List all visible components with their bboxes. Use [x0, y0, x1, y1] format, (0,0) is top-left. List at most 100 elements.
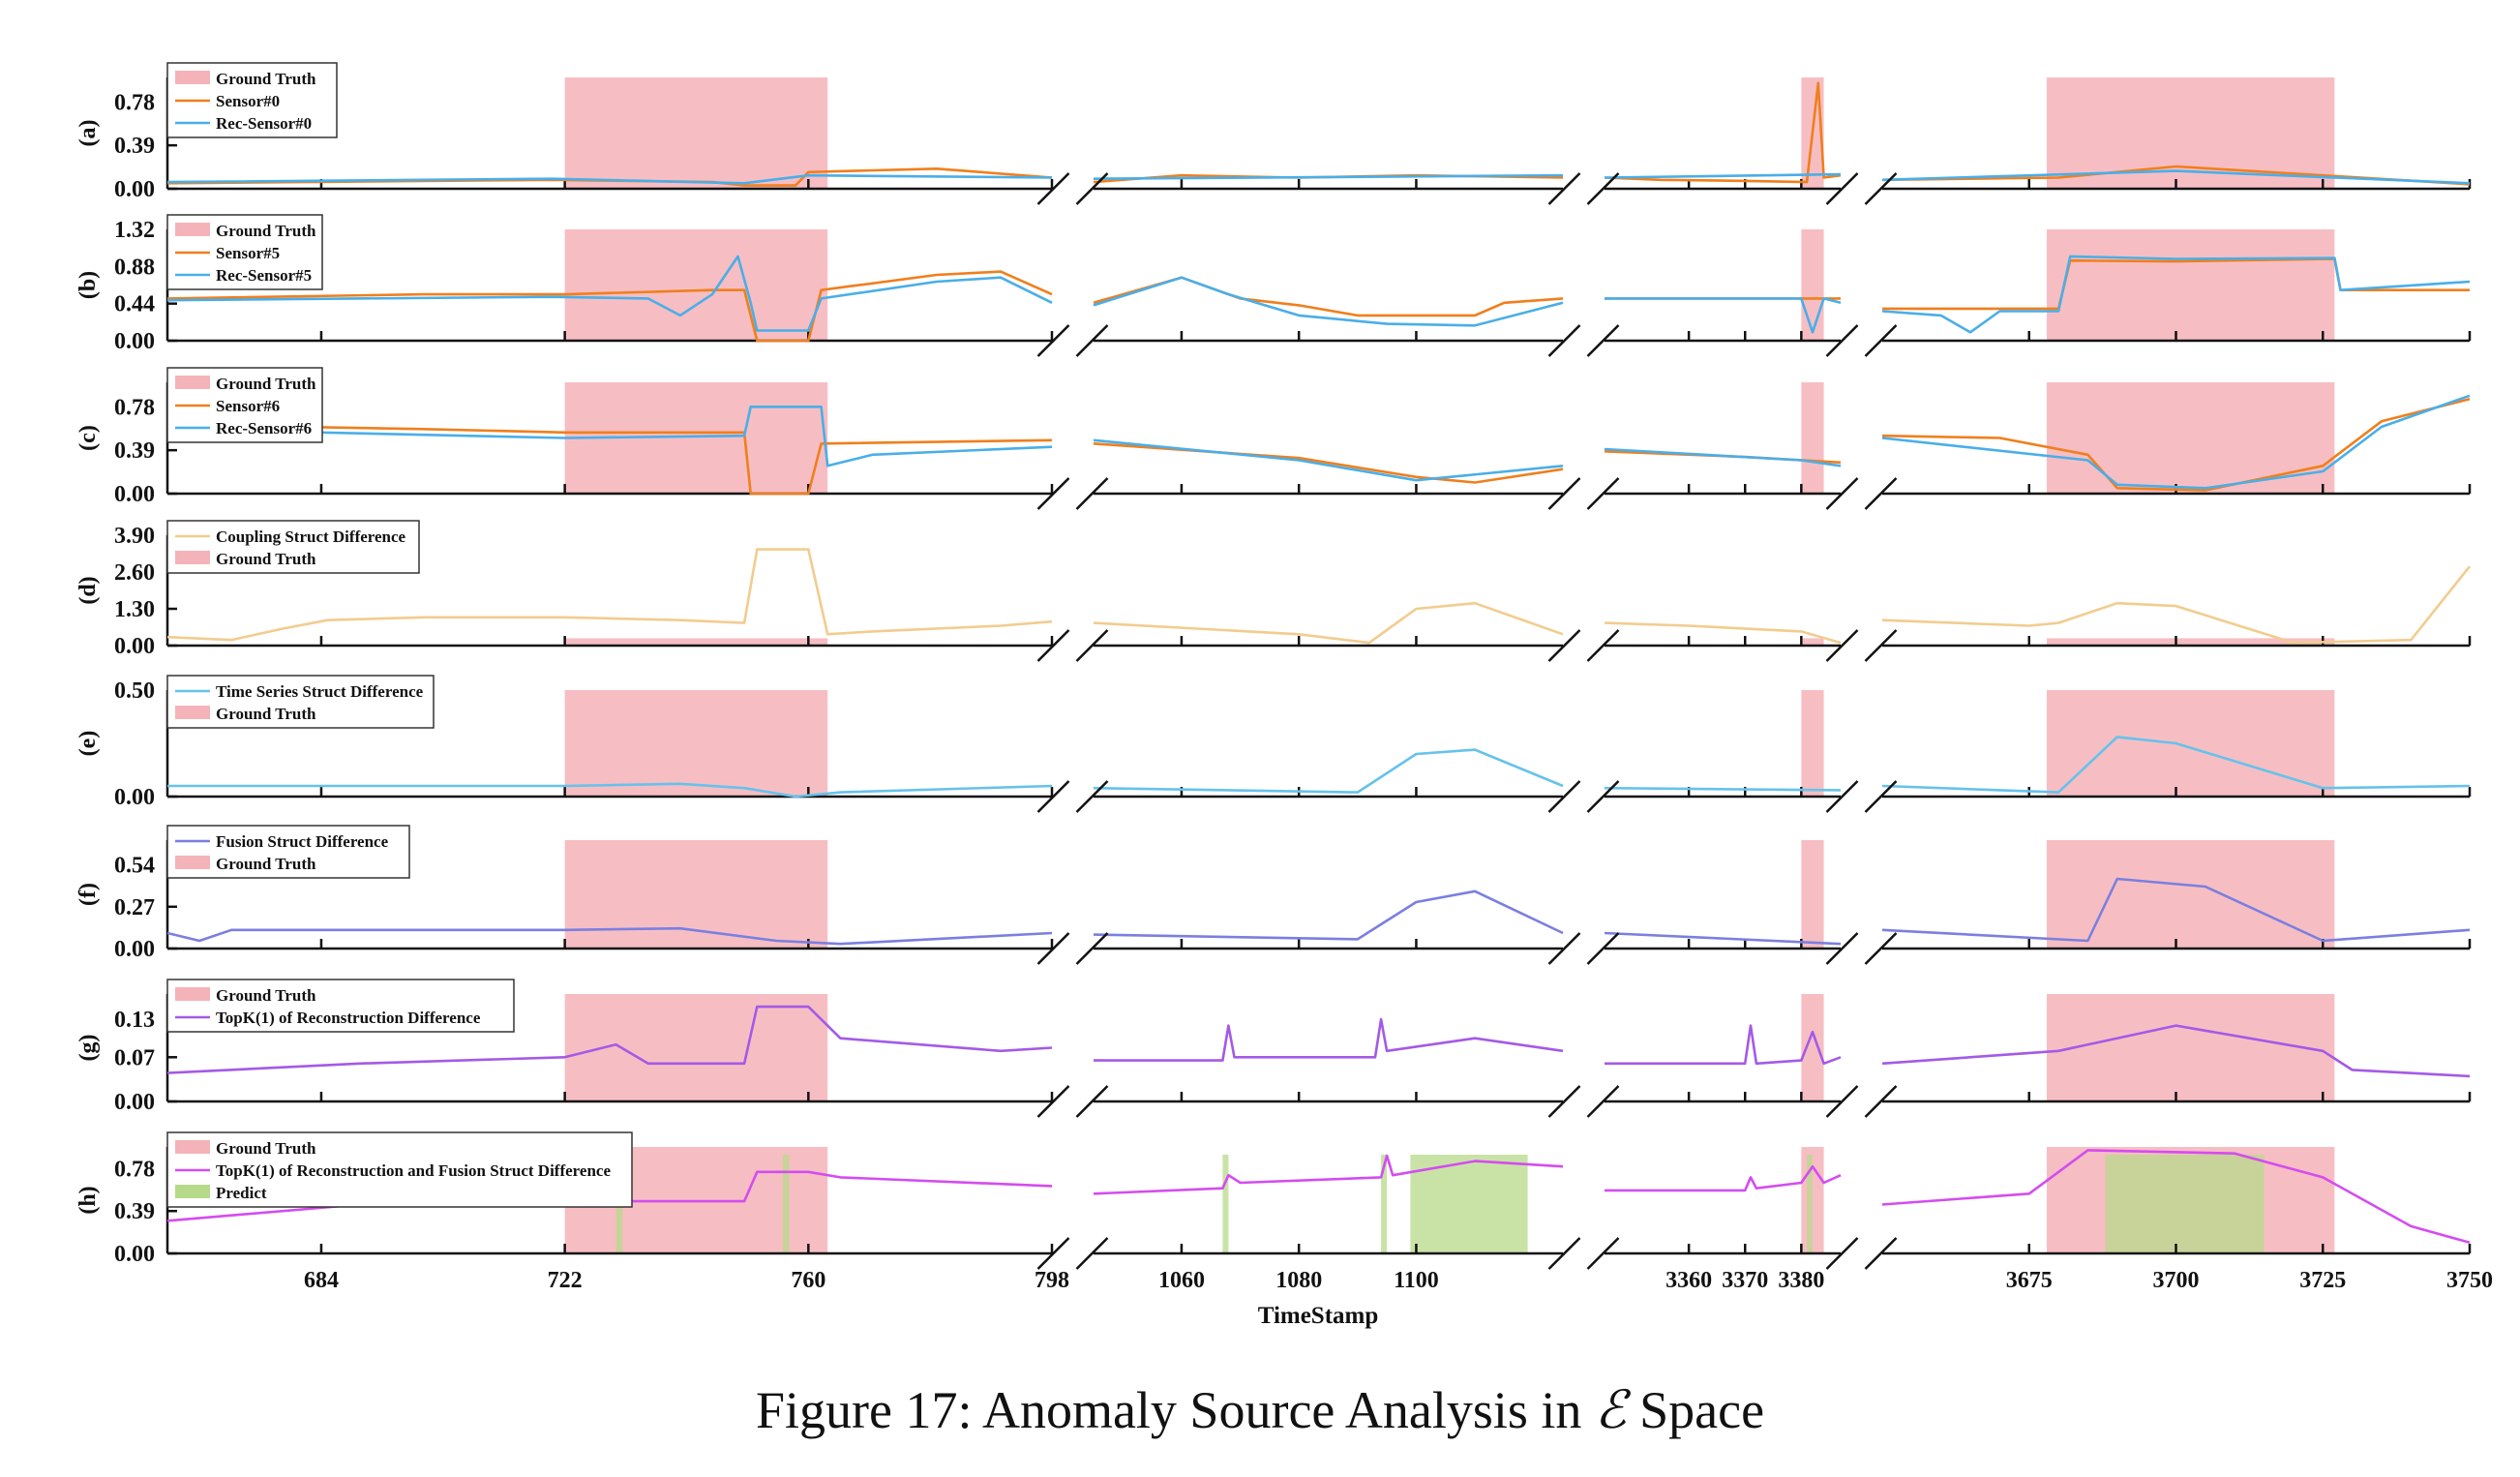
ground-truth-band [2046, 840, 2335, 949]
caption-prefix: Figure 17: Anomaly Source Analysis in [755, 1381, 1595, 1439]
y-tick-label: 2.60 [114, 560, 155, 586]
x-tick-label: 760 [791, 1268, 825, 1293]
axis-break-mark [1864, 780, 1898, 813]
y-tick-label: 0.44 [114, 292, 155, 317]
axis-break-gap [1565, 1251, 1603, 1256]
series-line [166, 1005, 1053, 1074]
series-line [1605, 297, 1842, 334]
axis-break-mark [1036, 477, 1070, 510]
ground-truth-band [2046, 77, 2335, 189]
axis-break-mark [1547, 1237, 1581, 1270]
ground-truth-band [2046, 229, 2335, 341]
axis-break-mark [1586, 477, 1620, 510]
axis-break-gap [1565, 338, 1603, 344]
caption-symbol: ℰ [1594, 1379, 1627, 1440]
series-line [166, 548, 1053, 642]
predict-band [2105, 1155, 2265, 1253]
axis-break-mark [1075, 780, 1109, 813]
y-tick-label: 0.88 [114, 255, 155, 280]
legend-swatch [175, 551, 210, 564]
axis-break-mark [1825, 780, 1859, 813]
x-tick-label: 3675 [2006, 1268, 2053, 1293]
series-line [166, 173, 1053, 185]
axis-break-mark [1586, 932, 1620, 965]
series-line [166, 926, 1053, 946]
x-tick-label: 1100 [1394, 1268, 1439, 1293]
axis-break-mark [1075, 932, 1109, 965]
axis-break-mark [1825, 172, 1859, 205]
axis-break-mark [1036, 1237, 1070, 1270]
axis-break-mark [1864, 1237, 1898, 1270]
legend-swatch [175, 376, 210, 389]
axis-break-mark [1825, 932, 1859, 965]
axis-break-mark [1586, 172, 1620, 205]
axis-break-mark [1825, 1237, 1859, 1270]
panel-label: (c) [75, 425, 101, 451]
y-tick-label: 0.00 [114, 1242, 155, 1267]
x-axis-label: TimeStamp [1258, 1303, 1379, 1329]
ground-truth-band [1801, 994, 1824, 1101]
y-tick-label: 0.78 [114, 1157, 155, 1182]
series-line [1604, 81, 1842, 184]
series-line [1605, 1164, 1842, 1192]
panel-label: (a) [75, 120, 101, 147]
ground-truth-band [564, 77, 828, 189]
series-line [1604, 172, 1842, 179]
series-line [1881, 1149, 2471, 1245]
y-tick-label: 0.00 [114, 785, 155, 810]
axis-break-mark [1075, 172, 1109, 205]
axis-break-mark [1036, 1085, 1070, 1118]
axis-break-mark [1864, 477, 1898, 510]
panel-4: 0.00 0.50 (e) Time Series Struct Difference… [75, 675, 2472, 813]
legend-swatch [175, 856, 210, 869]
y-tick-label: 0.00 [114, 177, 155, 202]
y-tick-label: 0.00 [114, 634, 155, 659]
axis-break-gap [1565, 491, 1603, 497]
legend-swatch [175, 706, 210, 719]
axis-break-gap [1843, 1251, 1880, 1256]
series-line [1093, 601, 1564, 645]
axis-break-mark [1864, 629, 1898, 662]
y-tick-label: 0.13 [114, 1008, 155, 1033]
panel-label: (f) [75, 883, 101, 906]
axis-break-mark [1586, 1237, 1620, 1270]
y-tick-label: 3.90 [114, 524, 155, 549]
ground-truth-band [1801, 382, 1824, 494]
x-tick-label: 684 [304, 1268, 339, 1293]
series-line [1604, 931, 1842, 946]
legend-label: Predict [216, 1184, 267, 1202]
axis-break-gap [1843, 643, 1880, 648]
series-line [1881, 398, 2471, 492]
ground-truth-band [564, 994, 828, 1101]
axis-break-gap [1843, 491, 1880, 497]
axis-break-mark [1075, 477, 1109, 510]
axis-break-gap [1054, 946, 1092, 951]
axis-break-mark [1036, 932, 1070, 965]
panel-7: 0.00 0.39 0.78 (h) Ground Truth TopK(1) of Re… [75, 1131, 2472, 1270]
axis-break-gap [1054, 794, 1092, 799]
axis-break-mark [1075, 1085, 1109, 1118]
series-line [1604, 621, 1842, 645]
x-tick-label: 3370 [1722, 1268, 1768, 1293]
x-tick-label: 3750 [2446, 1268, 2493, 1293]
x-tick-label: 3360 [1665, 1268, 1712, 1293]
legend-label: Time Series Struct Difference [216, 682, 424, 701]
series-line [1604, 786, 1842, 792]
x-tick-label: 1080 [1275, 1268, 1322, 1293]
axis-break-mark [1864, 932, 1898, 965]
predict-band [1381, 1155, 1388, 1253]
panel-6: 0.00 0.07 0.13 (g) Ground Truth TopK(1) of Re… [75, 979, 2472, 1118]
series-line [1093, 276, 1564, 327]
series-line [1093, 748, 1564, 794]
caption-suffix: Space [1626, 1381, 1765, 1439]
axis-break-mark [1036, 780, 1070, 813]
axis-break-gap [1843, 946, 1880, 951]
panel-1: 0.00 0.44 0.88 1.32 (b) Ground Truth Sensor#5 R… [75, 214, 2472, 357]
ground-truth-band [564, 638, 828, 646]
ground-truth-band [2046, 690, 2335, 797]
ground-truth-band [1801, 840, 1824, 949]
ground-truth-band [564, 840, 828, 949]
axis-break-mark [1075, 324, 1109, 357]
legend-label: Rec-Sensor#6 [216, 419, 312, 437]
